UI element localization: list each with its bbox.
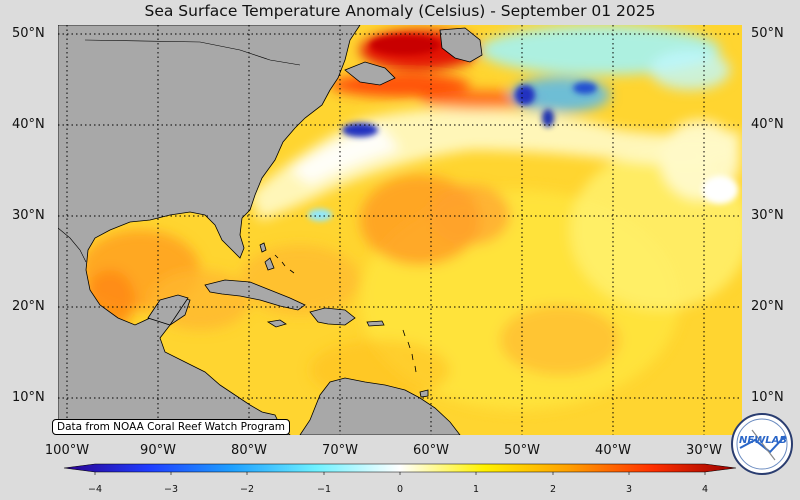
map-area [58,25,742,435]
lat-label-30n-right: 30°N [751,208,784,223]
lon-label-70w: 70°W [322,443,358,458]
lat-label-40n-right: 40°N [751,117,784,132]
lat-label-10n-left: 10°N [12,390,45,405]
colorbar-tick-label: −4 [87,484,103,495]
colorbar-tick-label: 3 [625,484,633,495]
graticule [58,25,742,435]
lat-label-40n-left: 40°N [12,117,45,132]
data-credit: Data from NOAA Coral Reef Watch Program [52,419,290,435]
lon-label-100w: 100°W [44,443,90,458]
lat-label-20n-left: 20°N [12,299,45,314]
colorbar-tick-label: 4 [701,484,709,495]
lon-label-90w: 90°W [140,443,176,458]
colorbar-tick-label: 2 [549,484,557,495]
colorbar-tick-label: −1 [316,484,332,495]
land-masses [58,25,483,435]
lat-label-30n-left: 30°N [12,208,45,223]
lon-label-80w: 80°W [231,443,267,458]
colorbar-tick-label: −3 [163,484,179,495]
lon-label-60w: 60°W [413,443,449,458]
lon-label-50w: 50°W [504,443,540,458]
lat-label-50n-right: 50°N [751,26,784,41]
colorbar-tick-label: −2 [239,484,255,495]
colorbar-tick-label: 0 [396,484,404,495]
lat-label-20n-right: 20°N [751,299,784,314]
lat-label-50n-left: 50°N [12,26,45,41]
colorbar [63,463,737,475]
lon-label-40w: 40°W [595,443,631,458]
map-title: Sea Surface Temperature Anomaly (Celsius… [144,2,656,20]
colorbar-tick-label: 1 [472,484,480,495]
lon-label-30w: 30°W [686,443,722,458]
logo-text: NEWLAB [739,435,787,446]
lat-label-10n-right: 10°N [751,390,784,405]
newlab-logo [731,413,793,475]
